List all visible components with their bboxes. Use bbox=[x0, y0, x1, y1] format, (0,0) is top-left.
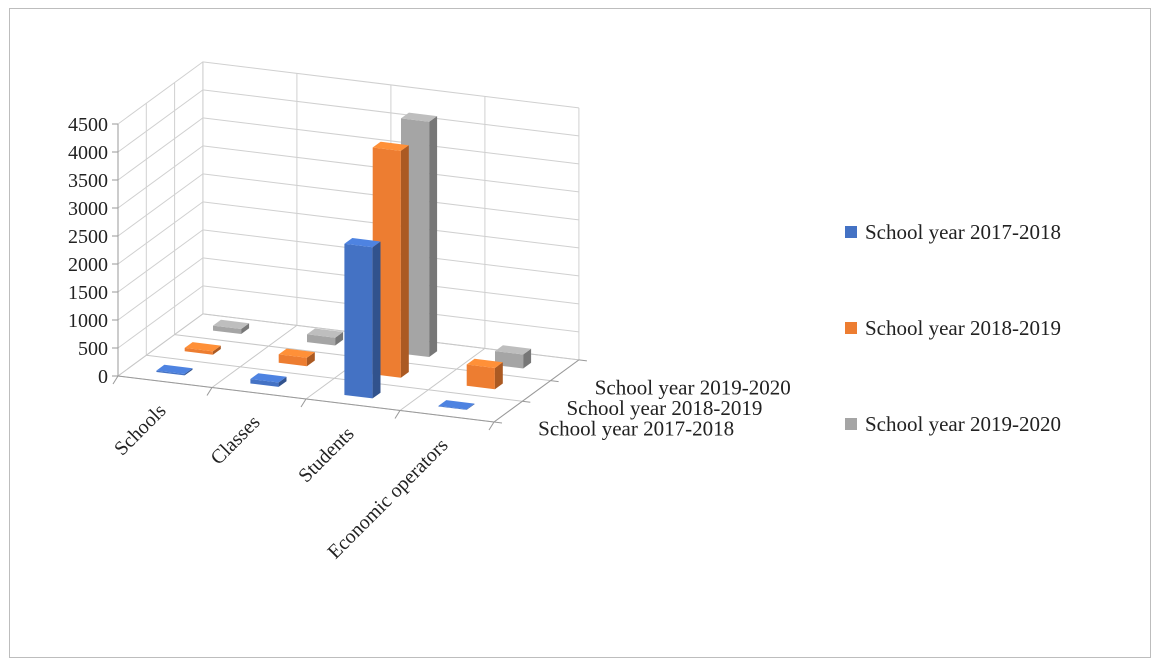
bar-front bbox=[466, 364, 495, 390]
bar-top bbox=[156, 364, 193, 374]
bar-top bbox=[307, 328, 344, 338]
bar bbox=[344, 238, 381, 399]
depth-tick bbox=[522, 400, 531, 403]
depth-tick bbox=[550, 380, 559, 383]
bar-top bbox=[495, 345, 532, 355]
bar-side bbox=[523, 348, 532, 369]
bar-front bbox=[307, 334, 336, 346]
legend-swatch bbox=[845, 322, 857, 334]
y-tick-label: 3000 bbox=[68, 198, 108, 220]
y-tick-label: 1500 bbox=[68, 282, 108, 304]
legend-swatch bbox=[845, 418, 857, 430]
bar-side bbox=[429, 116, 438, 357]
bar bbox=[438, 400, 475, 410]
depth-axis-line bbox=[493, 359, 580, 423]
gridline bbox=[117, 61, 579, 125]
bar-top bbox=[401, 112, 438, 122]
bar-side bbox=[184, 368, 193, 376]
chart-frame bbox=[9, 8, 1151, 658]
y-tick-label: 4500 bbox=[68, 114, 108, 136]
bar-front bbox=[344, 243, 373, 399]
bar bbox=[156, 364, 193, 376]
bar-front bbox=[250, 379, 279, 387]
x-tick bbox=[394, 410, 401, 419]
legend-label: School year 2019-2020 bbox=[865, 411, 1061, 436]
bar-front bbox=[184, 347, 213, 355]
bar-front bbox=[213, 325, 242, 334]
bar-front bbox=[278, 354, 307, 367]
bar bbox=[278, 348, 315, 367]
bar-front bbox=[438, 405, 467, 410]
legend-swatch bbox=[845, 226, 857, 238]
gridline bbox=[146, 354, 523, 402]
legend-item: School year 2019-2020 bbox=[845, 410, 1061, 438]
gridline bbox=[211, 324, 298, 388]
bar-side bbox=[372, 241, 381, 399]
legend-item: School year 2017-2018 bbox=[845, 218, 1061, 246]
bar bbox=[184, 342, 221, 355]
category-label: Schools bbox=[110, 400, 170, 460]
gridline bbox=[117, 313, 204, 377]
category-label: Students bbox=[294, 423, 358, 487]
x-tick bbox=[300, 398, 307, 408]
bar-top bbox=[250, 373, 287, 383]
bar-side bbox=[241, 323, 250, 334]
bar-top bbox=[466, 358, 503, 368]
bar-front bbox=[156, 370, 185, 376]
bar-side bbox=[466, 403, 475, 410]
bar-side bbox=[278, 376, 287, 387]
y-tick-label: 0 bbox=[98, 366, 108, 388]
legend-item: School year 2018-2019 bbox=[845, 314, 1061, 342]
legend-label: School year 2018-2019 bbox=[865, 315, 1061, 340]
depth-label: School year 2018-2019 bbox=[566, 396, 762, 420]
bars bbox=[156, 112, 532, 410]
y-tick-label: 1000 bbox=[68, 310, 108, 332]
x-tick bbox=[488, 421, 495, 431]
bar-side bbox=[335, 331, 344, 346]
depth-label: School year 2017-2018 bbox=[538, 417, 734, 441]
y-tick-label: 500 bbox=[78, 338, 108, 360]
bar-side bbox=[306, 352, 315, 367]
x-tick bbox=[206, 387, 213, 396]
x-tick bbox=[112, 375, 119, 385]
depth-label: School year 2019-2020 bbox=[595, 375, 791, 399]
y-tick-label: 2000 bbox=[68, 254, 108, 276]
gridline bbox=[399, 347, 486, 411]
bar bbox=[307, 328, 344, 346]
bar bbox=[466, 358, 503, 390]
y-tick-label: 4000 bbox=[68, 142, 108, 164]
bar-top bbox=[344, 238, 381, 248]
y-tick-label: 3500 bbox=[68, 170, 108, 192]
bar-side bbox=[212, 345, 221, 355]
bar-side bbox=[494, 362, 503, 390]
bar-top bbox=[372, 141, 409, 151]
category-label: Classes bbox=[207, 411, 265, 469]
bar bbox=[250, 373, 287, 387]
bar-top bbox=[278, 348, 315, 358]
y-tick-label: 2500 bbox=[68, 226, 108, 248]
bar-top bbox=[438, 400, 475, 410]
depth-tick bbox=[493, 421, 503, 424]
depth-tick bbox=[578, 359, 587, 362]
legend-label: School year 2017-2018 bbox=[865, 219, 1061, 244]
bar-side bbox=[400, 145, 409, 378]
bar-top bbox=[184, 342, 221, 352]
bar bbox=[213, 319, 250, 334]
bar-top bbox=[213, 319, 250, 329]
